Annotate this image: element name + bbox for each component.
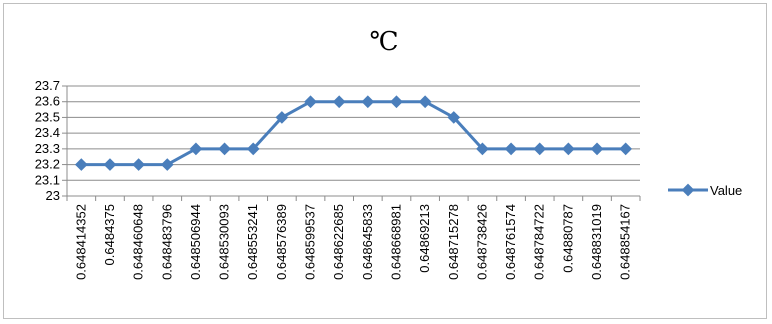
x-tick-label: 0.648645833 (360, 204, 375, 280)
x-tick-label: 0.648622685 (331, 204, 346, 280)
data-point (504, 142, 518, 156)
chart-title: ℃ (369, 27, 398, 57)
data-point (390, 95, 403, 109)
data-point (275, 111, 289, 124)
chart-frame (3, 3, 767, 319)
x-tick-label: 0.648506944 (188, 204, 203, 280)
x-tick-label: 0.648599537 (303, 204, 318, 280)
x-tick-label: 0.6484375 (102, 204, 117, 265)
y-tick-label: 23 (46, 188, 60, 203)
y-tick-label: 23.2 (35, 157, 60, 172)
x-tick-label: 0.648761574 (503, 204, 518, 280)
x-tick-label: 0.648483796 (159, 204, 174, 280)
axes (66, 86, 641, 201)
data-point (476, 142, 489, 156)
data-point (132, 158, 145, 171)
legend-swatch-marker (681, 183, 695, 197)
x-tick-label: 0.64869213 (417, 204, 432, 273)
data-point (246, 142, 260, 156)
data-point (533, 142, 547, 156)
data-point (619, 142, 633, 156)
data-point (447, 111, 461, 124)
y-tick-label: 23.6 (35, 94, 60, 109)
x-tick-label: 0.648414352 (73, 204, 88, 280)
data-point (361, 95, 375, 109)
y-tick-label: 23.4 (35, 125, 60, 140)
x-tick-label: 0.648553241 (245, 204, 260, 280)
x-tick-label: 0.648854167 (618, 204, 633, 280)
data-point (218, 142, 231, 156)
y-tick-label: 23.3 (35, 141, 60, 156)
y-tick-label: 23.5 (35, 109, 60, 124)
legend-label-value: Value (710, 183, 742, 198)
data-point (74, 158, 88, 171)
y-tick-label: 23.7 (35, 78, 60, 93)
x-tick-label: 0.648668981 (388, 204, 403, 280)
x-tick-label: 0.648831019 (589, 204, 604, 280)
x-tick-label: 0.648460648 (131, 204, 146, 280)
data-point (590, 142, 604, 156)
x-tick-label: 0.64880787 (560, 204, 575, 273)
data-point (103, 158, 117, 171)
data-point (189, 142, 203, 156)
data-point (418, 95, 432, 109)
data-point (160, 158, 174, 171)
x-tick-label: 0.648530093 (217, 204, 232, 280)
x-axis-tick-labels: 0.648414352 0.6484375 0.648460648 0.6484837… (73, 204, 632, 280)
data-point (304, 95, 317, 109)
x-tick-label: 0.648738426 (474, 204, 489, 280)
x-tick-label: 0.648784722 (532, 204, 547, 280)
data-point (332, 95, 346, 109)
x-tick-label: 0.648715278 (446, 204, 461, 280)
x-tick-label: 0.648576389 (274, 204, 289, 280)
data-point (562, 142, 575, 156)
legend: Value (668, 183, 742, 198)
y-tick-label: 23.1 (35, 172, 60, 187)
